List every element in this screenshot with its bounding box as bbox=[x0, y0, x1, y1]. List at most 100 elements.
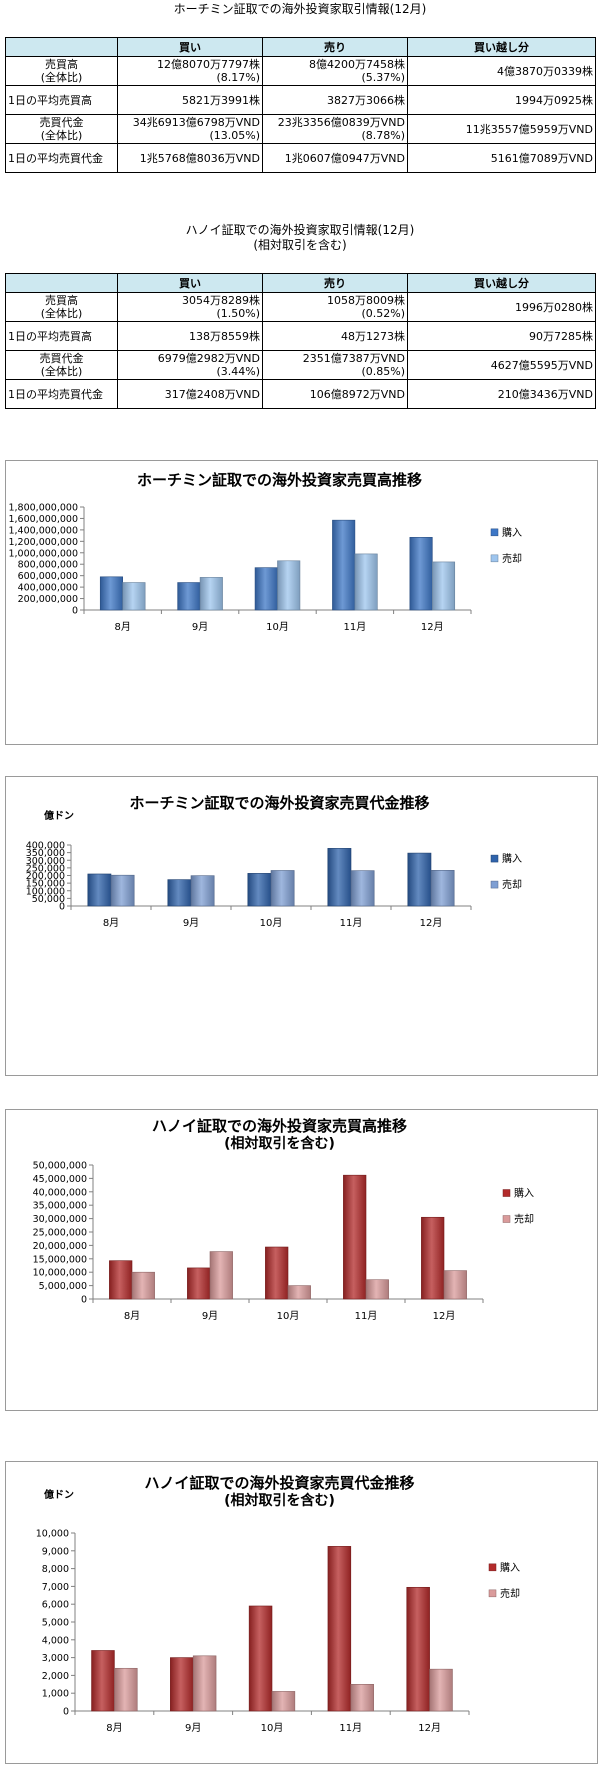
net-buy-value: 210億3436万VND bbox=[407, 379, 596, 409]
x-tick-label: 8月 bbox=[115, 621, 131, 633]
chart-subtitle: (相対取引を含む) bbox=[224, 1492, 335, 1509]
row-label-line: 売買代金 bbox=[39, 352, 84, 365]
chart-hanoi-value-svg: ハノイ証取での海外投資家売買代金推移(相対取引を含む) 億ドン 0 1,000 2,00… bbox=[36, 1474, 520, 1734]
hanoi-table-subtitle: (相対取引を含む) bbox=[253, 238, 347, 252]
row-label-line: 売買代金 bbox=[39, 116, 84, 129]
y-tick-label: 10,000,000 bbox=[33, 1268, 87, 1279]
row-label: 売買代金 (全体比) bbox=[5, 350, 118, 380]
net-buy-value: 1996万0280株 bbox=[407, 292, 596, 322]
bar-sell bbox=[365, 1279, 389, 1300]
row-label: 売買代金 (全体比) bbox=[5, 114, 118, 144]
bar-sell bbox=[131, 1271, 155, 1300]
bar-buy bbox=[91, 1650, 115, 1712]
bar-buy bbox=[409, 537, 433, 611]
sell-value-line: 3827万3066株 bbox=[327, 93, 405, 107]
net-buy-value-line: 5161億7089万VND bbox=[490, 151, 593, 165]
y-tick-label: 4,000 bbox=[42, 1635, 69, 1646]
y-tick-label: 1,000 bbox=[42, 1689, 69, 1700]
net-buy-value: 1994万0925株 bbox=[407, 85, 596, 115]
sell-value: 1058万8009株 (0.52%) bbox=[262, 292, 408, 322]
y-tick-label: 0 bbox=[72, 606, 78, 617]
row-label-line: (全体比) bbox=[40, 365, 83, 378]
bar-buy bbox=[248, 1605, 273, 1712]
legend-swatch bbox=[488, 1563, 497, 1572]
y-axis-unit-label: 億ドン bbox=[44, 1488, 74, 1501]
x-tick-label: 9月 bbox=[192, 621, 208, 633]
column-header bbox=[5, 273, 118, 293]
y-tick-label: 1,800,000,000 bbox=[8, 503, 78, 514]
y-tick-label: 350,000 bbox=[26, 848, 65, 859]
y-tick-label: 7,000 bbox=[42, 1582, 69, 1593]
chart-hanoi-value: ハノイ証取での海外投資家売買代金推移 (相対取引を含む) 億ドン 0 1,000 2,00… bbox=[5, 1461, 598, 1764]
column-header: 買い越し分 bbox=[407, 37, 596, 57]
sell-value-line: (0.52%) bbox=[361, 307, 405, 320]
hcm-trade-table: 買い 売り 買い越し分 売買高 (全体比) 12億8070万7797株 (8.17%) 8億4… bbox=[5, 37, 596, 173]
legend-swatch bbox=[488, 1589, 497, 1598]
y-tick-label: 2,000 bbox=[42, 1671, 69, 1682]
buy-value: 3054万8289株 (1.50%) bbox=[117, 292, 263, 322]
x-tick-label: 12月 bbox=[421, 621, 444, 633]
bar-buy bbox=[254, 567, 278, 611]
net-buy-value: 5161億7089万VND bbox=[407, 143, 596, 173]
table-row: 売買高 (全体比) 3054万8289株 (1.50%) 1058万8009株 (0.52… bbox=[5, 292, 596, 322]
bar-buy bbox=[332, 519, 356, 611]
row-label-line: 1日の平均売買代金 bbox=[8, 151, 103, 165]
row-label-line: (全体比) bbox=[40, 307, 83, 320]
column-header bbox=[5, 37, 118, 57]
x-tick-label: 8月 bbox=[124, 1310, 140, 1322]
y-tick-label: 3,000 bbox=[42, 1653, 69, 1664]
buy-value-line: 1兆5768億8036万VND bbox=[139, 151, 260, 165]
chart-title: ハノイ証取での海外投資家売買代金推移 bbox=[144, 1474, 414, 1492]
y-axis-unit-label: 億ドン bbox=[44, 809, 74, 822]
y-tick-label: 200,000 bbox=[26, 871, 65, 882]
chart-title: ホーチミン証取での海外投資家売買代金推移 bbox=[129, 794, 429, 812]
buy-value-line: 3054万8289株 bbox=[182, 294, 260, 307]
y-tick-label: 20,000,000 bbox=[33, 1241, 87, 1252]
row-label: 1日の平均売買代金 bbox=[5, 379, 118, 409]
chart-hcm-value: ホーチミン証取での海外投資家売買代金推移 億ドン 0 50,000 100,000 150… bbox=[5, 776, 598, 1076]
sell-value: 106億8972万VND bbox=[262, 379, 408, 409]
column-header: 買い bbox=[117, 37, 263, 57]
y-tick-label: 600,000,000 bbox=[18, 571, 78, 582]
legend-label: 売却 bbox=[514, 1213, 534, 1226]
chart-subtitle: (相対取引を含む) bbox=[224, 1135, 335, 1152]
row-label-line: 1日の平均売買高 bbox=[8, 329, 92, 343]
bar-buy bbox=[247, 873, 272, 907]
y-tick-label: 50,000 bbox=[32, 894, 65, 905]
buy-value: 5821万3991株 bbox=[117, 85, 263, 115]
bar-sell bbox=[354, 553, 378, 611]
buy-value: 317億2408万VND bbox=[117, 379, 263, 409]
x-tick-label: 10月 bbox=[261, 1722, 284, 1734]
bar-sell bbox=[114, 1667, 138, 1712]
legend-label: 購入 bbox=[502, 526, 522, 539]
y-tick-label: 5,000,000 bbox=[39, 1281, 87, 1292]
sell-value-line: 106億8972万VND bbox=[309, 387, 405, 401]
net-buy-value: 4627億5595万VND bbox=[407, 350, 596, 380]
bar-sell bbox=[192, 1655, 217, 1712]
x-tick-label: 8月 bbox=[106, 1722, 122, 1734]
bar-sell bbox=[190, 875, 215, 907]
y-tick-label: 150,000 bbox=[26, 879, 65, 890]
legend-swatch bbox=[490, 880, 499, 889]
table-row: 売買代金 (全体比) 6979億2982万VND (3.44%) 2351億7387万V… bbox=[5, 350, 596, 380]
sell-value: 2351億7387万VND (0.85%) bbox=[262, 350, 408, 380]
table-row: 1日の平均売買高 138万8559株 48万1273株 90万7285株 bbox=[5, 321, 596, 351]
hanoi-table-title: ハノイ証取での海外投資家取引情報(12月) bbox=[185, 223, 415, 237]
row-label: 1日の平均売買高 bbox=[5, 321, 118, 351]
column-header: 売り bbox=[262, 37, 408, 57]
bar-buy bbox=[177, 582, 201, 611]
y-tick-label: 200,000,000 bbox=[18, 594, 78, 605]
y-tick-label: 0 bbox=[63, 1707, 69, 1718]
y-tick-label: 1,400,000,000 bbox=[8, 525, 78, 536]
hanoi-trade-table: 買い 売り 買い越し分 売買高 (全体比) 3054万8289株 (1.50%) 1058万8… bbox=[5, 273, 596, 409]
chart-title: ハノイ証取での海外投資家売買高推移 bbox=[152, 1117, 407, 1135]
bar-sell bbox=[271, 1691, 296, 1712]
legend-swatch bbox=[490, 528, 499, 537]
bar-sell bbox=[122, 582, 146, 611]
bar-sell bbox=[350, 1684, 374, 1712]
chart-hcm-volume: ホーチミン証取での海外投資家売買高推移 0 200,000,000 400,000,0… bbox=[5, 460, 598, 745]
bar-buy bbox=[99, 576, 123, 611]
x-tick-label: 12月 bbox=[420, 917, 443, 929]
buy-value-line: 6979億2982万VND bbox=[157, 352, 260, 365]
